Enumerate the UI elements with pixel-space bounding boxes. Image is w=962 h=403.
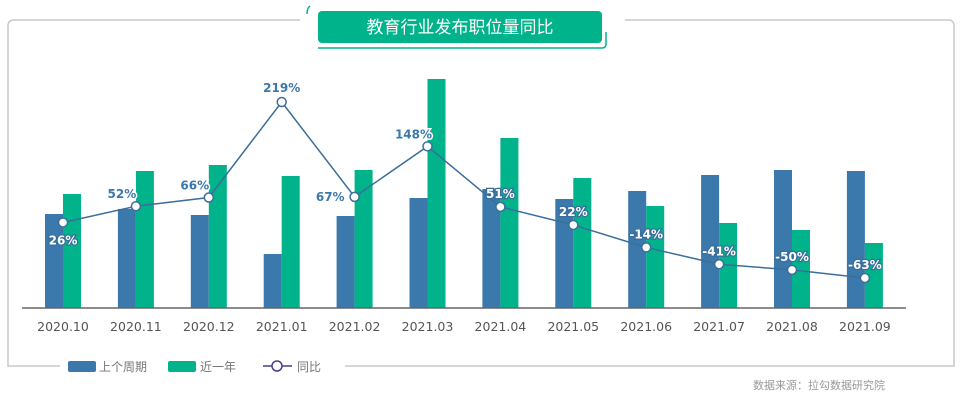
bar-year [208,165,227,308]
title-decor [306,5,607,49]
x-tick-label: 2021.05 [547,319,599,334]
yoy-point [422,141,433,152]
yoy-point [349,191,360,203]
yoy-data-label: 219% [263,81,300,95]
legend-label-year: 近一年 [200,360,236,374]
legend-swatch-year [168,361,196,372]
bar-year [792,230,810,308]
bar-prev [482,189,501,308]
yoy-data-label: 26% [49,233,78,247]
yoy-point [640,242,652,253]
bar-prev [263,254,282,308]
bar-prev [45,214,63,308]
x-tick-label: 2021.06 [620,319,672,334]
bar-year [864,243,883,308]
bar-prev [701,175,720,308]
x-tick-label: 2021.08 [766,319,818,334]
bar-year [281,176,300,308]
bar-year [500,138,519,308]
yoy-point [495,201,506,213]
bar-year [135,171,154,308]
yoy-point [568,219,579,231]
title-box [318,11,602,43]
source-note: 数据来源：拉勾数据研究院 [753,378,885,392]
legend-marker [271,360,283,372]
legend-swatch-prev [68,361,96,372]
legend-label-yoy: 同比 [297,360,321,374]
yoy-point [859,272,871,284]
yoy-data-label: 22% [559,205,588,219]
bar-prev [774,170,792,308]
yoy-point [57,217,69,228]
yoy-data-label: -41% [702,244,736,258]
x-tick-label: 2021.03 [402,319,454,334]
x-tick-label: 2020.10 [37,319,89,334]
yoy-point [130,200,142,212]
bar-year [354,170,373,308]
bar-year [63,194,81,308]
x-tick-label: 2021.02 [329,319,381,334]
yoy-data-label: 52% [108,187,137,201]
x-tick-label: 2021.04 [475,319,527,334]
bar-prev [846,171,865,308]
yoy-data-label: 67% [316,190,345,204]
yoy-data-label: -50% [775,250,809,264]
yoy-data-label: 66% [180,179,209,193]
bar-prev [628,191,647,308]
yoy-line [62,100,865,279]
yoy-point [203,192,215,203]
yoy-data-label: 51% [486,187,515,201]
yoy-data-label: -14% [629,227,663,241]
bar-year [427,79,446,308]
yoy-point [276,96,287,108]
legend: 上个周期 近一年 同比 [68,360,321,374]
x-tick-label: 2021.07 [693,319,745,334]
bar-prev [336,216,355,308]
x-tick-label: 2020.11 [110,319,162,334]
frame [7,19,955,367]
legend-label-prev: 上个周期 [99,360,147,374]
yoy-point [713,259,725,270]
bar-prev [409,198,428,308]
x-tick-label: 2021.09 [839,319,891,334]
x-tick-label: 2021.01 [256,319,308,334]
yoy-point [786,264,798,276]
yoy-data-label: 148% [395,127,432,141]
chart-title: 教育行业发布职位量同比 [367,18,554,38]
bar-prev [190,215,209,308]
bar-year [646,206,665,308]
bar-year [573,178,592,308]
yoy-data-label: -63% [848,258,882,272]
x-tick-label: 2020.12 [183,319,235,334]
bar-prev [117,209,136,308]
